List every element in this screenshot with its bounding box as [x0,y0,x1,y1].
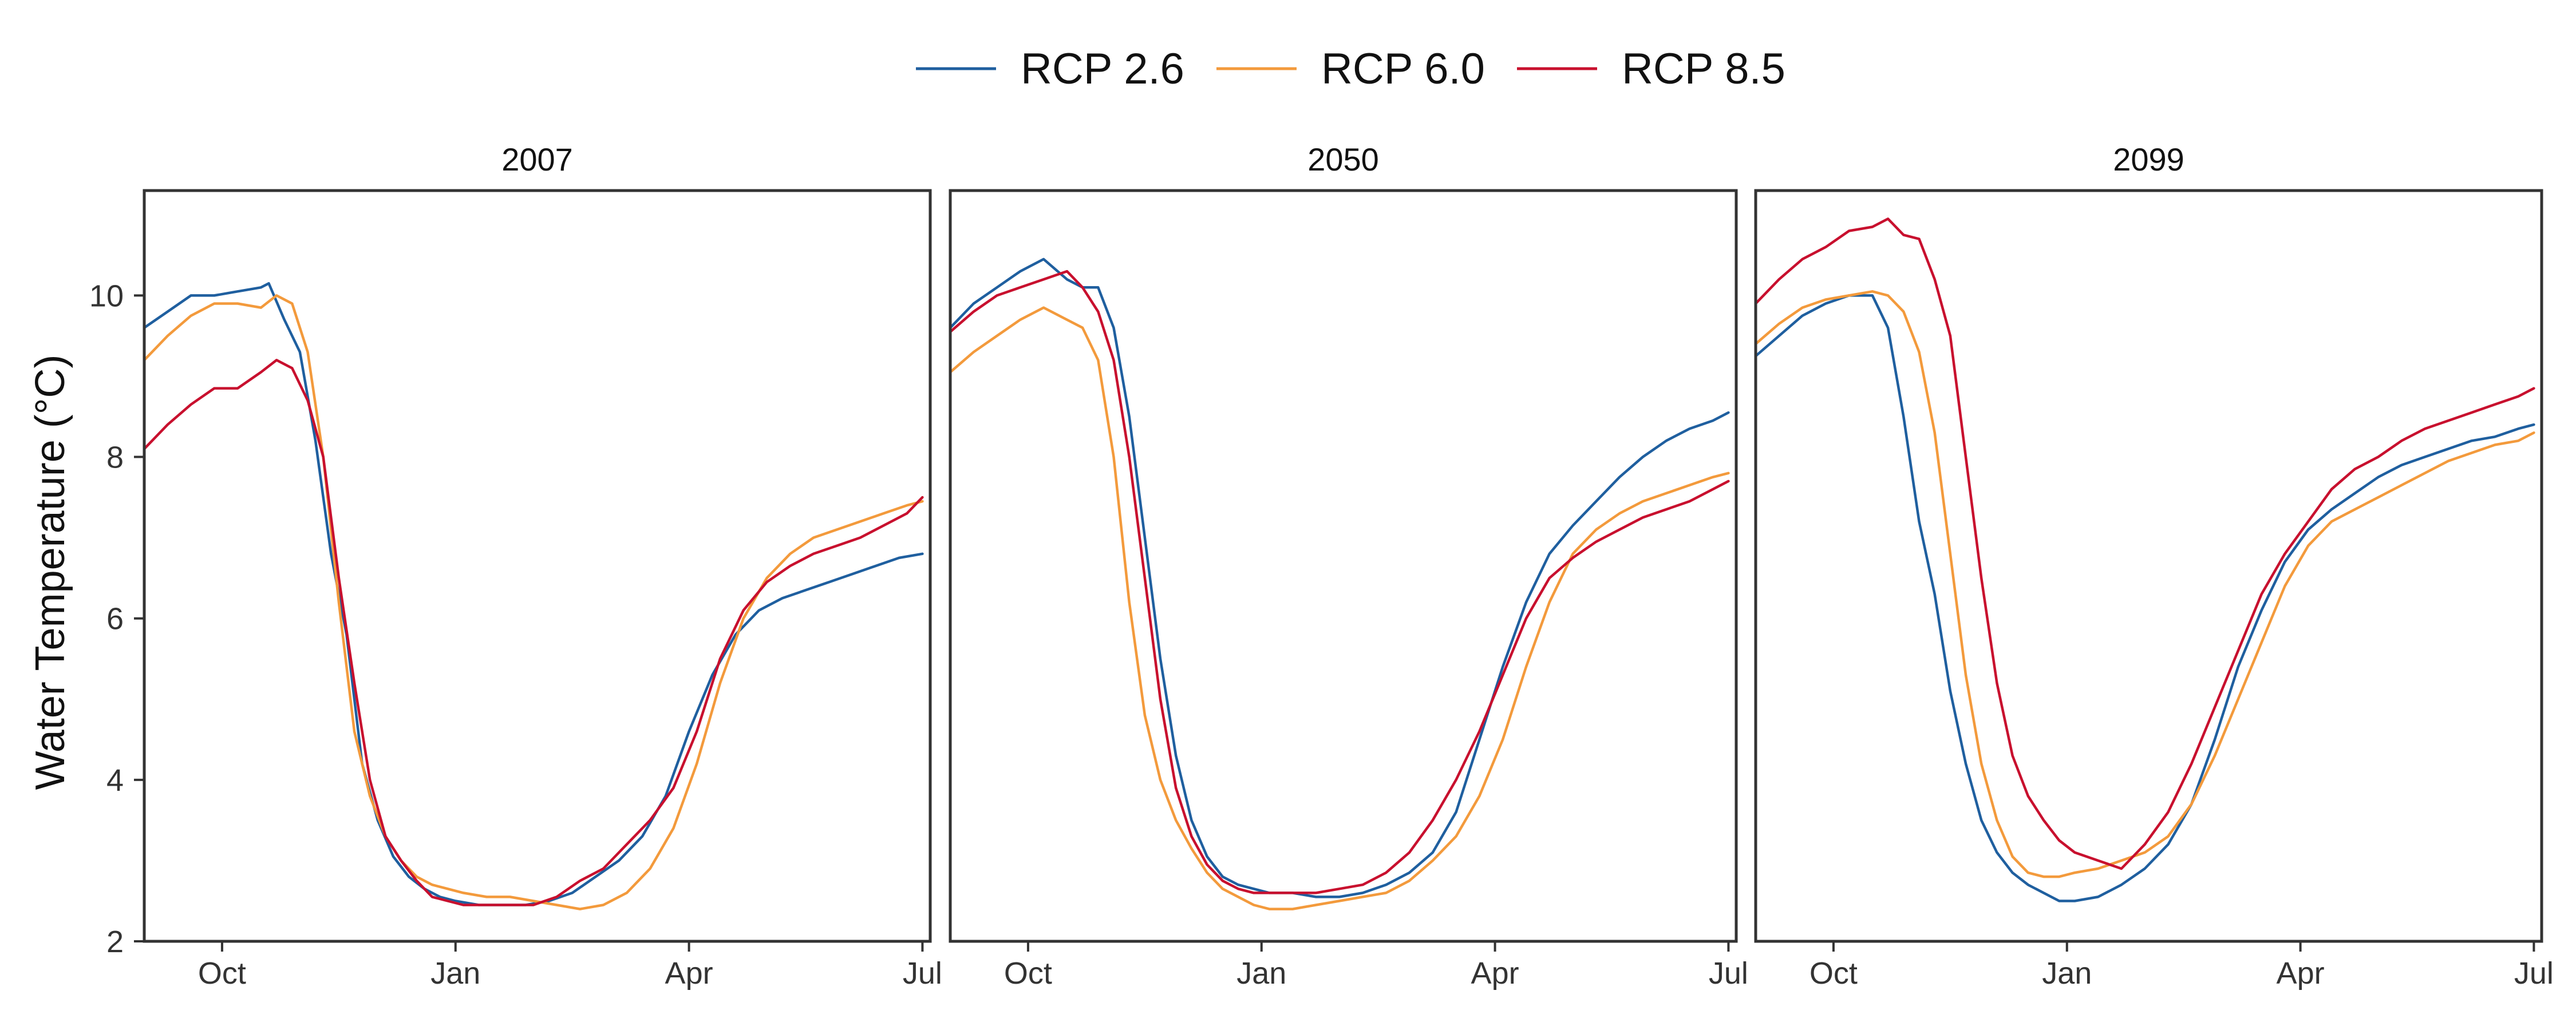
y-tick-label: 8 [106,441,124,475]
y-tick-label: 6 [106,602,124,636]
x-tick-label: Apr [2277,956,2325,991]
series-line-rcp-8-5 [1756,217,2535,870]
facet-panel: 2050 Oct Jan Apr Jul [949,141,1748,991]
series-lines [950,258,1730,910]
legend-item: RCP 6.0 [1216,45,1485,93]
series-line-rcp-6-0 [950,306,1730,910]
y-axis-title: Water Temperature (°C) [27,355,73,790]
x-tick-label: Jan [1236,956,1286,991]
legend: RCP 2.6 RCP 6.0 RCP 8.5 [916,45,1785,93]
x-tick-label: Jul [903,956,942,991]
legend-label: RCP 6.0 [1321,45,1485,93]
legend-item: RCP 2.6 [916,45,1184,93]
x-tick-label: Jan [2042,956,2092,991]
x-tick-label: Oct [1809,956,1858,991]
series-line-rcp-6-0 [1756,290,2535,878]
panel-frame [949,189,1738,943]
x-tick-label: Apr [1471,956,1519,991]
legend-label: RCP 2.6 [1021,45,1184,93]
panel-frame [1754,189,2543,943]
facet-title: 2050 [1307,141,1379,177]
legend-label: RCP 8.5 [1622,45,1785,93]
x-tick-label: Jan [430,956,480,991]
y-tick-label: 10 [89,279,124,313]
series-line-rcp-8-5 [950,270,1730,894]
x-tick-label: Oct [1004,956,1052,991]
series-line-rcp-2-6 [1756,294,2535,902]
series-line-rcp-8-5 [144,359,924,906]
panel-frame [143,189,932,943]
series-line-rcp-6-0 [144,294,924,910]
facet-panel: 2007 Oct Jan Apr Jul 2 4 6 8 10 [89,141,942,991]
series-lines [1756,217,2535,902]
x-tick-label: Oct [198,956,246,991]
facet-panel: 2099 Oct Jan Apr Jul [1754,141,2554,991]
x-tick-label: Apr [665,956,713,991]
y-tick-label: 4 [106,763,124,798]
x-tick-label: Jul [2514,956,2554,991]
series-line-rcp-2-6 [144,282,924,906]
y-tick-label: 2 [106,925,124,959]
facet-title: 2007 [501,141,573,177]
legend-item: RCP 8.5 [1517,45,1785,93]
facet-title: 2099 [2113,141,2184,177]
x-tick-label: Jul [1709,956,1748,991]
series-lines [144,282,924,910]
series-line-rcp-2-6 [950,258,1730,898]
